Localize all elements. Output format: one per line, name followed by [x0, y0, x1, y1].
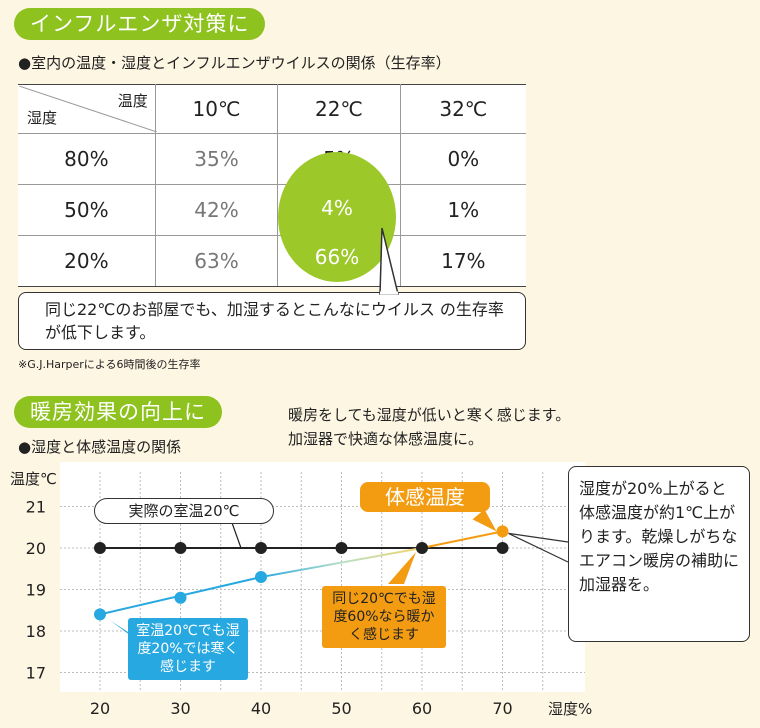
label-connector	[230, 519, 242, 549]
temp-header: 32℃	[400, 84, 526, 134]
mid-humidity-annotation: 同じ20℃でも湿度60%なら暖かく感じます	[322, 586, 446, 648]
section-pill-influenza: インフルエンザ対策に	[14, 8, 266, 40]
value-cell: 1%	[400, 184, 526, 236]
perceived-line-orange	[421, 530, 503, 549]
x-tick-label: 70	[492, 699, 512, 718]
actual-temp-point	[416, 542, 428, 554]
intro-line-1: 暖房をしても湿度が低いと寒く感じます。	[288, 406, 571, 424]
y-axis-title: 温度℃	[10, 470, 57, 488]
actual-temp-point	[335, 542, 348, 554]
callout-pointer	[379, 227, 399, 295]
perceived-temp-label: 体感温度	[360, 482, 490, 512]
x-tick-label: 40	[251, 699, 271, 718]
corner-diagonal	[19, 86, 157, 132]
section-pill-heating: 暖房効果の向上に	[14, 396, 222, 428]
perceived-label-pointer	[472, 509, 497, 532]
side-callout-pointer	[508, 532, 569, 543]
chart-heading: ●湿度と体感温度の関係	[18, 438, 182, 456]
side-callout-pointer	[508, 532, 569, 563]
actual-temp-label: 実際の室温20℃	[94, 498, 274, 524]
perceived-point	[94, 608, 106, 621]
y-tick-label: 17	[26, 664, 46, 683]
perceived-point	[174, 591, 187, 604]
y-tick-label: 21	[26, 498, 46, 517]
humidity-cell: 80%	[18, 133, 156, 185]
side-callout: 湿度が20%上がると体感温度が約1℃上がります。乾燥しがちなエアコン暖房の補助に…	[568, 466, 750, 642]
perceived-point	[255, 571, 267, 584]
low-humidity-annotation: 室温20℃でも湿度20%では寒く感じます	[128, 618, 248, 680]
y-tick-label: 20	[26, 539, 46, 558]
humidity-cell: 20%	[18, 235, 156, 287]
perceived-line-gradient	[260, 547, 423, 579]
x-tick-label: 20	[90, 699, 110, 718]
value-cell: 35%	[155, 133, 279, 185]
y-tick-label: 18	[26, 622, 46, 641]
value-cell: 63%	[155, 235, 279, 287]
temp-header: 10℃	[155, 84, 279, 134]
temp-header: 22℃	[277, 84, 401, 134]
intro-line-2: 加湿器で快適な体感温度に。	[288, 430, 484, 448]
y-tick-label: 19	[26, 581, 46, 600]
value-cell: 0%	[400, 133, 526, 185]
x-tick-label: 50	[331, 699, 351, 718]
corner-humidity-label: 湿度	[27, 109, 58, 127]
actual-temp-point	[496, 542, 509, 554]
perceived-point	[496, 525, 509, 538]
humidity-cell: 50%	[18, 184, 156, 236]
survival-table: 温度 湿度 10℃ 22℃ 32℃ 80% 35% 5% 0% 50% 42% …	[18, 84, 526, 287]
corner-temp-label: 温度	[117, 92, 148, 110]
x-tick-label: 30	[170, 699, 190, 718]
actual-temp-point	[94, 542, 106, 554]
x-tick-label: 60	[412, 699, 432, 718]
highlight-value-66: 66%	[314, 245, 360, 269]
survival-table-heading: ●室内の温度・湿度とインフルエンザウイルスの関係（生存率）	[18, 54, 451, 72]
highlight-circle-overlay	[278, 152, 396, 282]
x-axis-title: 湿度%	[548, 700, 592, 718]
source-note: ※G.J.Harperによる6時間後の生存率	[18, 358, 201, 371]
actual-temp-point	[174, 542, 187, 554]
actual-temp-point	[255, 542, 267, 554]
survival-callout: 同じ22℃のお部屋でも、加湿するとこんなにウイルス の生存率が低下します。	[18, 292, 526, 350]
value-cell: 42%	[155, 184, 279, 236]
mid-annotation-pointer	[388, 552, 416, 584]
chart-area: 17 18 19 20 21 20 30 40 50 60 70 温度℃ 湿度% 実際の室温20℃ 体感…	[0, 462, 760, 724]
corner-cell: 温度 湿度	[18, 84, 157, 134]
highlight-value-4: 4%	[321, 196, 353, 220]
value-cell: 17%	[400, 235, 526, 287]
